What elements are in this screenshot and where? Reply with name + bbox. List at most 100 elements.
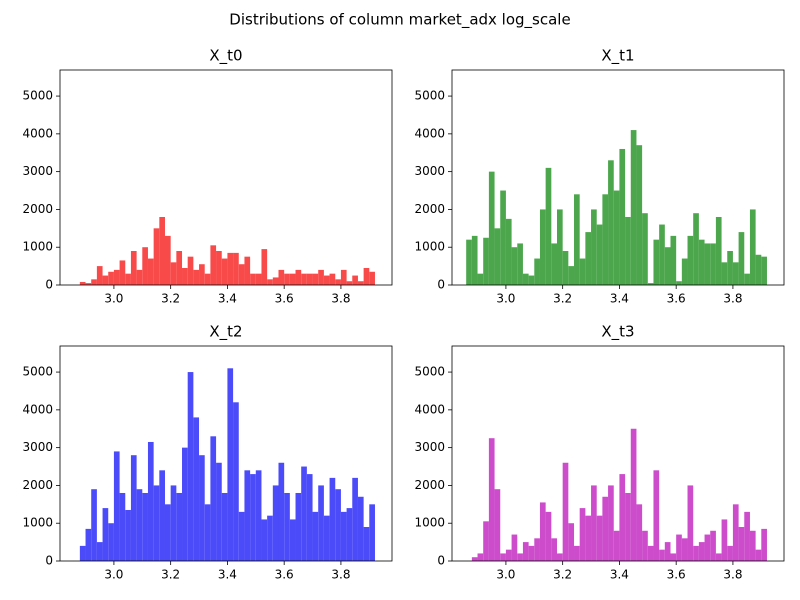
bar [91, 279, 97, 285]
bar [494, 228, 501, 285]
bar [545, 511, 552, 561]
bar [142, 247, 148, 285]
bar [755, 549, 762, 561]
bar [250, 474, 256, 561]
bar [79, 281, 86, 285]
bar [727, 545, 733, 561]
bar [267, 515, 273, 561]
bar [704, 534, 711, 561]
bar [642, 530, 648, 561]
bar [187, 256, 194, 285]
bar [250, 273, 256, 285]
bar [715, 553, 722, 561]
bar [602, 194, 609, 285]
y-tick-label: 1000 [414, 516, 445, 530]
bar [687, 235, 694, 285]
bar [306, 474, 313, 561]
bar [318, 269, 324, 285]
bar [255, 470, 262, 561]
bar [534, 258, 540, 285]
bar [136, 269, 143, 285]
bar [323, 275, 330, 285]
bar [568, 523, 575, 561]
bar [369, 504, 375, 561]
bar [511, 534, 518, 561]
x-tick-label: 3.2 [553, 292, 572, 306]
bar [466, 239, 472, 285]
bar [613, 530, 620, 561]
bar [295, 269, 302, 285]
bar [585, 232, 592, 285]
bar [329, 477, 336, 561]
bar [119, 260, 126, 285]
bar [289, 273, 296, 285]
bar [147, 258, 154, 285]
y-tick-label: 5000 [414, 89, 445, 103]
bar [85, 283, 92, 285]
bar [113, 269, 120, 285]
bar [556, 209, 563, 285]
y-tick-label: 4000 [22, 402, 53, 416]
bar [585, 515, 592, 561]
bar [199, 455, 205, 561]
bar [233, 402, 239, 561]
bar [522, 273, 529, 285]
bar [108, 271, 114, 285]
bar [471, 235, 478, 285]
bar [732, 262, 739, 285]
x-tick-label: 3.2 [553, 568, 572, 582]
bar [312, 511, 319, 561]
bar [153, 228, 160, 285]
y-tick-label: 1000 [22, 516, 53, 530]
bar [323, 515, 330, 561]
bar [147, 441, 154, 561]
bar [528, 275, 535, 285]
bar [227, 368, 234, 561]
bar [755, 254, 762, 285]
x-tick-label: 3.6 [667, 292, 686, 306]
bar [244, 256, 251, 285]
bar [494, 489, 501, 561]
bar [284, 273, 290, 285]
bar [551, 538, 557, 561]
bar [710, 530, 716, 561]
bar [698, 542, 705, 561]
bar [517, 553, 523, 561]
bar [676, 534, 682, 561]
y-tick-label: 2000 [22, 202, 53, 216]
bar [170, 485, 177, 561]
bar [574, 545, 580, 561]
bar [96, 266, 103, 285]
y-tick-label: 0 [437, 554, 445, 568]
bar [238, 511, 245, 561]
bar [182, 447, 188, 561]
bar [193, 269, 200, 285]
bar [210, 436, 217, 561]
bar [562, 462, 569, 561]
bar [710, 243, 716, 285]
subplot-title: X_t1 [601, 47, 634, 66]
bar [369, 271, 375, 285]
bar [642, 213, 648, 285]
bar [761, 256, 767, 285]
bar [153, 485, 160, 561]
bar [579, 508, 586, 561]
bar [749, 530, 756, 561]
bar [170, 262, 177, 285]
x-tick-label: 3.4 [610, 568, 629, 582]
bar [732, 504, 739, 561]
bar [664, 542, 671, 561]
x-tick-label: 3.0 [104, 568, 123, 582]
subplot-title: X_t2 [209, 323, 242, 342]
bar [238, 264, 245, 285]
bar [352, 275, 358, 285]
bar [164, 235, 171, 285]
bar [749, 209, 756, 285]
bar [636, 504, 643, 561]
y-tick-label: 4000 [22, 126, 53, 140]
bar [346, 281, 353, 285]
bar [301, 273, 307, 285]
subplot-title: X_t3 [601, 323, 634, 342]
bar [357, 281, 364, 285]
bar [625, 216, 631, 285]
